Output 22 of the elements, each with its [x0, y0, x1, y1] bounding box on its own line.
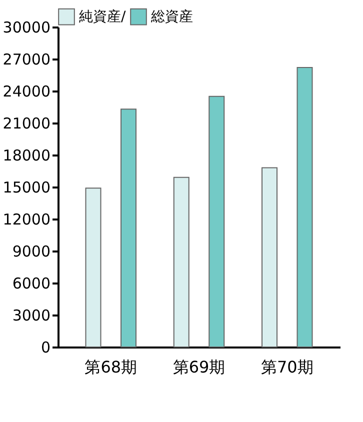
- bar: [296, 67, 313, 348]
- y-tick-label: 3000: [12, 306, 50, 324]
- bar: [262, 167, 278, 348]
- y-tick-label: 27000: [2, 50, 50, 68]
- legend-label: 総資産: [150, 8, 193, 25]
- bar: [85, 188, 102, 348]
- bar: [208, 96, 225, 348]
- x-tick-label: 第68期: [84, 358, 138, 376]
- bar: [173, 176, 190, 348]
- y-tick-label: 15000: [2, 178, 50, 196]
- x-tick-label: 第69期: [172, 358, 226, 376]
- y-tick-label: 12000: [2, 210, 50, 228]
- x-tick-label: 第70期: [260, 358, 314, 376]
- y-tick-label: 21000: [2, 114, 50, 132]
- legend-label: 純資産/: [79, 8, 126, 25]
- y-tick-label: 18000: [2, 146, 50, 164]
- y-tick-label: 6000: [12, 274, 50, 292]
- y-tick-label: 9000: [12, 242, 50, 260]
- y-tick-label: 24000: [2, 82, 50, 100]
- y-tick-label: 30000: [2, 18, 50, 36]
- y-tick-label: 0: [40, 338, 50, 356]
- bar: [120, 108, 136, 348]
